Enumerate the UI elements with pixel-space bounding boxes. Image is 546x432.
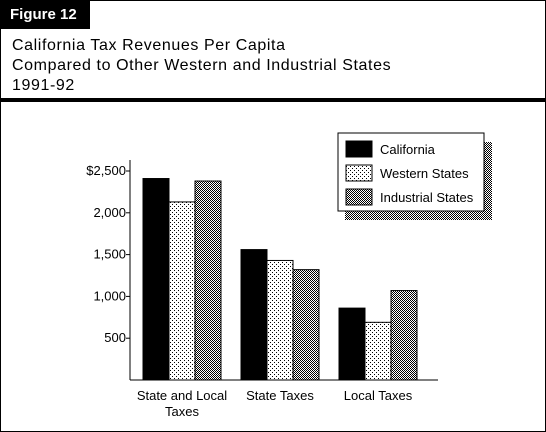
title-line-1: California Tax Revenues Per Capita (12, 37, 286, 54)
figure-label: Figure 12 (1, 1, 90, 29)
x-tick-label: State Taxes (246, 388, 314, 403)
y-tick-label: 1,500 (93, 247, 126, 262)
legend-entry: Western States (380, 166, 469, 181)
x-tick-labels: State and Local Taxes State Taxes Local Tax… (137, 388, 413, 419)
bar-california (338, 307, 366, 381)
axes: 500 1,000 1,500 2,000 $2,500 (86, 160, 438, 381)
y-tick-label: 1,000 (93, 288, 126, 303)
bar-california (142, 178, 170, 381)
legend: California Western States Industrial State… (337, 132, 492, 220)
legend-entry: California (380, 142, 436, 157)
legend-swatch (345, 164, 373, 182)
bar-western-states (168, 201, 196, 381)
bar-western-states (266, 259, 294, 381)
bars (142, 178, 418, 381)
bar-industrial-states (194, 180, 222, 381)
y-tick-label: 500 (104, 330, 126, 345)
bar-california (240, 249, 268, 381)
bar-western-states (364, 321, 392, 381)
y-tick-label: $2,500 (86, 163, 126, 178)
bar-industrial-states (390, 290, 418, 381)
legend-entry: Industrial States (380, 190, 474, 205)
legend-swatch (345, 188, 373, 206)
title-line-2: Compared to Other Western and Industrial… (12, 57, 392, 74)
bar-industrial-states (292, 269, 320, 381)
title-line-3: 1991-92 (12, 77, 75, 94)
title-rule (1, 98, 545, 102)
x-tick-label: State and Local Taxes (137, 388, 227, 419)
x-tick-label: Local Taxes (344, 388, 413, 403)
chart-title: California Tax Revenues Per Capita Compa… (12, 36, 512, 96)
y-tick-label: 2,000 (93, 205, 126, 220)
legend-swatch (345, 140, 373, 158)
